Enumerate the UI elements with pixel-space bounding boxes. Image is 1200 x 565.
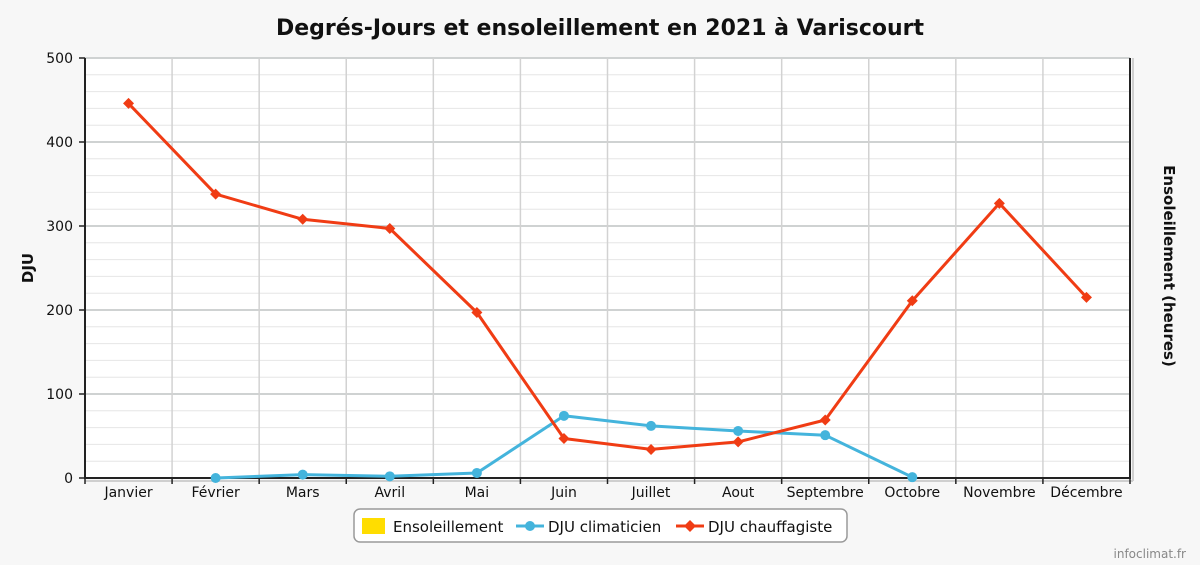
- legend-label-ensoleillement: Ensoleillement: [393, 518, 503, 536]
- legend-label-dju-climaticien: DJU climaticien: [548, 518, 661, 536]
- x-tick-label: Septembre: [787, 485, 864, 501]
- x-tick-label: Novembre: [963, 485, 1036, 501]
- x-tick-label: Décembre: [1050, 485, 1122, 501]
- data-point: [733, 425, 744, 436]
- data-point: [471, 307, 483, 319]
- y-axis-title: DJU: [19, 253, 37, 283]
- series: [123, 97, 1092, 483]
- data-point: [297, 469, 308, 480]
- data-point: [732, 436, 744, 448]
- y-tick-label: 100: [46, 387, 73, 403]
- y2-axis-title: Ensoleillement (heures): [1160, 165, 1178, 367]
- series-dju-climaticien: [210, 410, 918, 483]
- data-point: [820, 430, 831, 441]
- data-point: [297, 213, 309, 225]
- data-point: [993, 197, 1005, 209]
- legend-marker-dju-chauffagiste: [684, 520, 696, 532]
- data-point: [384, 223, 396, 235]
- x-tick-label: Aout: [722, 485, 755, 501]
- axes: [79, 57, 1134, 484]
- data-point: [123, 97, 135, 109]
- data-point: [906, 295, 918, 307]
- x-tick-label: Mai: [465, 485, 490, 501]
- x-tick-label: Février: [192, 485, 240, 501]
- legend-swatch-ensoleillement: [362, 518, 385, 534]
- legend-box: [353, 508, 848, 543]
- y-tick-label: 200: [46, 303, 73, 319]
- x-tick-label: Mars: [286, 485, 320, 501]
- data-point: [558, 433, 570, 445]
- legend: Ensoleillement DJU climaticien DJU chauf…: [353, 508, 848, 543]
- credit: infoclimat.fr: [1114, 547, 1187, 561]
- series-dju-chauffagiste: [123, 97, 1092, 455]
- x-tick-labels: Janvier Février Mars Avril Mai Juin Juillet Aou…: [103, 485, 1122, 501]
- x-tick-label: Avril: [375, 485, 406, 501]
- legend-label-dju-chauffagiste: DJU chauffagiste: [708, 518, 832, 536]
- data-point: [558, 410, 569, 421]
- data-point: [1080, 291, 1092, 303]
- data-point: [646, 420, 657, 431]
- grid: [85, 57, 1130, 478]
- y-tick-label: 300: [46, 219, 73, 235]
- data-point: [210, 473, 221, 483]
- data-point: [819, 414, 831, 426]
- data-point: [645, 443, 657, 455]
- data-point: [384, 471, 395, 482]
- x-tick-label: Juillet: [631, 485, 671, 501]
- x-tick-label: Janvier: [103, 485, 152, 501]
- data-point: [907, 472, 918, 483]
- legend-marker-dju-climaticien: [525, 521, 535, 531]
- chart-title: Degrés-Jours et ensoleillement en 2021 à…: [276, 16, 925, 41]
- y-tick-label: 400: [46, 135, 73, 151]
- data-point: [210, 188, 222, 200]
- x-tick-label: Octobre: [884, 485, 940, 501]
- x-tick-label: Juin: [550, 485, 577, 501]
- y-tick-label: 500: [46, 51, 73, 67]
- y-tick-labels: 0 100 200 300 400 500: [46, 51, 73, 487]
- data-point: [471, 467, 482, 478]
- series-line-dju-chauffagiste: [127, 102, 1088, 451]
- y-tick-label: 0: [64, 471, 73, 487]
